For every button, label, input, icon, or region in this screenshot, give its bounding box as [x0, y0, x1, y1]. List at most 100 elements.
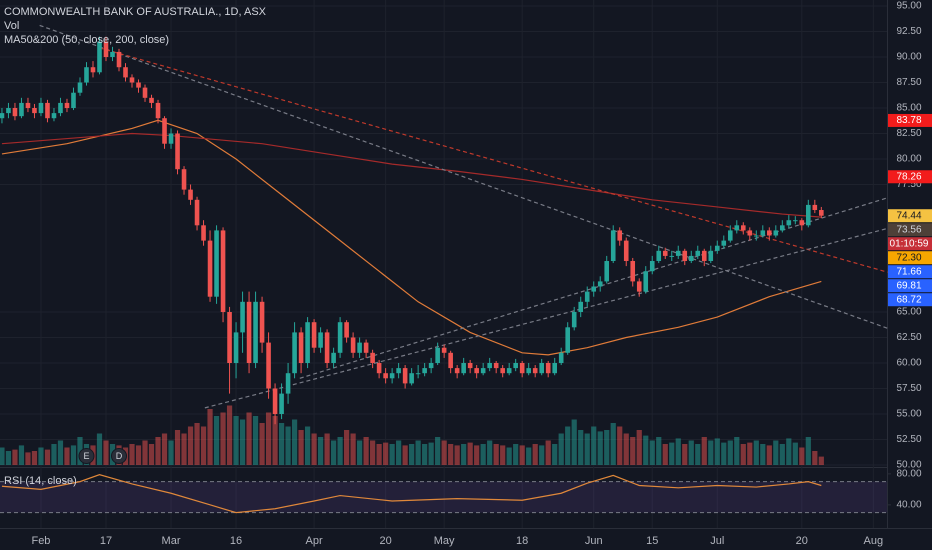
price-label: 68.72 [896, 294, 921, 305]
volume-bar [740, 444, 746, 465]
candle-body [168, 133, 174, 144]
candle-body [591, 286, 597, 292]
candle-body [565, 327, 571, 353]
candle-body [708, 250, 714, 262]
y-tick-label: 92.50 [896, 26, 921, 37]
candle-body [162, 118, 167, 144]
candle-body [760, 230, 766, 236]
candle-body [604, 261, 610, 282]
volume-bar [18, 445, 25, 465]
price-label-box [888, 223, 932, 237]
volume-bar [142, 440, 148, 465]
candle-body [610, 230, 616, 262]
x-tick-label: Jun [585, 535, 603, 547]
candle-body [799, 220, 805, 226]
candle-body [279, 393, 284, 414]
volume-bar [311, 433, 317, 465]
volume-bar [25, 452, 31, 465]
volume-bar [747, 442, 753, 465]
volume-bar [5, 451, 12, 465]
candle-body [506, 368, 512, 374]
candle-body [97, 41, 102, 73]
volume-bar [656, 437, 662, 465]
candle-body [84, 67, 89, 83]
candle-body [142, 87, 148, 98]
volume-bar [721, 442, 727, 465]
volume-bar [643, 435, 649, 465]
volume-bar [428, 442, 434, 465]
candle-body [409, 373, 414, 384]
volume-bar [298, 430, 304, 465]
candle-body [753, 235, 759, 237]
candle-body [526, 368, 531, 374]
volume-bar [779, 444, 785, 465]
candle-body [780, 225, 785, 231]
volume-bar [96, 433, 103, 465]
volume-bar [591, 426, 597, 465]
x-tick-label: 16 [230, 535, 242, 547]
symbol-title: COMMONWEALTH BANK OF AUSTRALIA., 1D, ASX [4, 6, 267, 18]
volume-bar [363, 437, 369, 465]
volume-bar [331, 440, 337, 465]
candle-body [259, 301, 265, 343]
volume-bar [766, 445, 772, 465]
volume-bar [402, 445, 408, 465]
candle-body [129, 77, 135, 83]
candle-body [695, 250, 701, 256]
volume-bar [454, 445, 460, 465]
candle-body [747, 230, 753, 236]
volume-bar [558, 433, 564, 465]
candle-body [461, 363, 466, 374]
volume-bar [610, 423, 616, 465]
volume-bar [285, 426, 291, 465]
candle-body [292, 332, 297, 374]
candle-body [272, 388, 278, 414]
candle-body [773, 230, 779, 236]
candle-body [363, 342, 369, 353]
volume-bar [389, 444, 395, 465]
volume-bar [571, 419, 577, 465]
candle-body [766, 230, 772, 236]
rsi-legend: RSI (14, close) [4, 475, 77, 487]
candle-body [19, 102, 24, 117]
volume-bar [148, 444, 155, 465]
volume-bar [623, 433, 629, 465]
volume-bar [799, 447, 805, 465]
price-label: 69.81 [896, 280, 921, 291]
volume-bar [77, 437, 83, 465]
candle-body [337, 322, 343, 353]
candle-body [474, 368, 479, 374]
candle-body [253, 301, 258, 364]
candle-body [812, 204, 818, 211]
candle-body [734, 225, 740, 231]
volume-bar [70, 445, 77, 465]
y-tick-label: 80.00 [896, 154, 921, 165]
candle-body [793, 220, 798, 222]
candle-body [643, 271, 649, 292]
candle-body [714, 245, 720, 251]
candle-body [649, 261, 655, 272]
volume-bar [630, 437, 636, 465]
candles [0, 36, 824, 425]
volume-bar [805, 437, 811, 465]
candle-body [266, 342, 271, 389]
volume-bar [233, 416, 239, 465]
volume-bar [200, 426, 207, 465]
volume-bar [675, 438, 681, 465]
volume-bar [578, 430, 584, 465]
event-marker [111, 448, 128, 464]
candle-body [448, 352, 453, 369]
volume-bar [220, 412, 226, 465]
volume-bar [513, 444, 519, 465]
volume-bar [278, 423, 285, 465]
x-tick-label: 15 [646, 535, 658, 547]
volume-bar [727, 440, 733, 465]
y-tick-label: 55.00 [896, 409, 921, 420]
price-label-box [888, 209, 932, 223]
volume-bar [812, 451, 818, 465]
y-tick-label: 82.50 [896, 128, 921, 139]
volume-bar [552, 444, 558, 465]
candle-body [311, 322, 317, 348]
candle-body [370, 352, 375, 364]
candle-body [389, 373, 395, 379]
